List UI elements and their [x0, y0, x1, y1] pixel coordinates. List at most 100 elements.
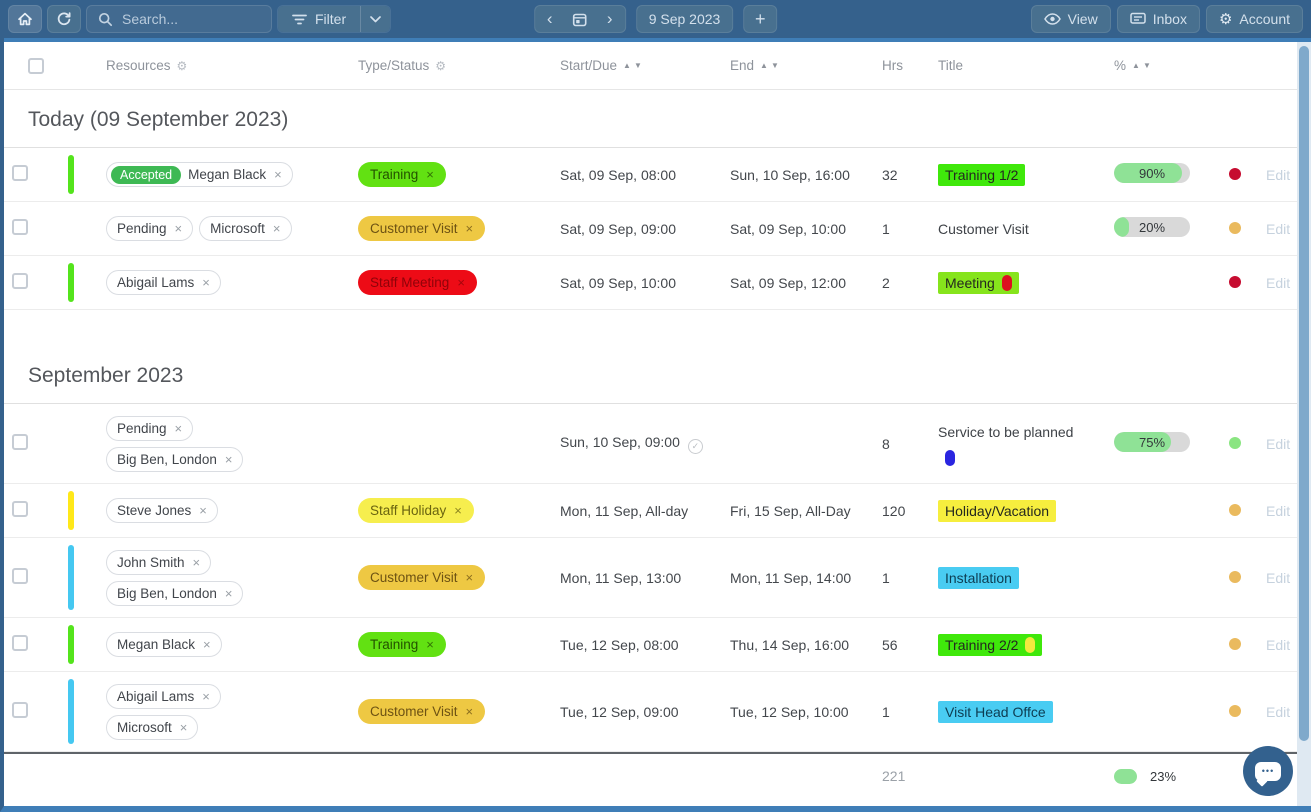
filter-button[interactable]: Filter [278, 6, 361, 32]
percent-sort-asc-icon[interactable]: ▲ [1132, 61, 1140, 70]
row-checkbox[interactable] [12, 165, 28, 181]
end-date: Thu, 14 Sep, 16:00 [730, 636, 850, 653]
edit-link[interactable]: Edit [1266, 636, 1291, 653]
status-color-bar [68, 679, 74, 744]
remove-icon[interactable]: × [202, 688, 210, 704]
account-button[interactable]: ⚙ Account [1205, 5, 1303, 33]
end-date: Sun, 10 Sep, 16:00 [730, 166, 850, 183]
calendar-icon [572, 12, 587, 27]
remove-icon[interactable]: × [272, 221, 281, 236]
remove-icon[interactable]: × [465, 570, 474, 585]
filter-icon [292, 13, 307, 26]
refresh-button[interactable] [47, 5, 81, 33]
column-header-title: Title [938, 58, 964, 73]
type-status-settings-icon[interactable]: ⚙ [435, 58, 447, 73]
hours-value: 1 [882, 703, 890, 720]
progress-label: 90% [1138, 165, 1166, 181]
remove-icon[interactable]: × [274, 167, 282, 182]
edit-link[interactable]: Edit [1266, 166, 1291, 183]
title-marker [945, 450, 955, 466]
remove-icon[interactable]: × [174, 221, 183, 236]
prev-day-button[interactable]: ‹ [546, 9, 553, 28]
remove-icon[interactable]: × [465, 221, 474, 236]
hours-value: 1 [882, 220, 890, 237]
footer-progress-label: 23% [1149, 768, 1177, 784]
progress-pill: 75% [1114, 432, 1190, 452]
end-sort-asc-icon[interactable]: ▲ [760, 61, 768, 70]
start-sort-desc-icon[interactable]: ▼ [633, 61, 642, 70]
type-status-pill: Staff Meeting × [358, 270, 477, 295]
inbox-button[interactable]: Inbox [1116, 5, 1200, 33]
hours-value: 2 [882, 274, 890, 291]
calendar-button[interactable] [565, 6, 595, 32]
resource-name: John Smith [117, 554, 185, 570]
remove-icon[interactable]: × [426, 167, 434, 182]
scrollbar-thumb[interactable] [1299, 46, 1309, 742]
edit-link[interactable]: Edit [1266, 220, 1291, 237]
table-row: Abigail Lams × Microsoft × Customer Visit × Tu… [4, 672, 1297, 752]
row-checkbox[interactable] [12, 273, 28, 289]
resource-pill: Microsoft × [106, 714, 199, 740]
remove-icon[interactable]: × [174, 420, 183, 436]
remove-icon[interactable]: × [202, 275, 210, 290]
table-row: Pending × Big Ben, London × Sun, 10 Sep, 09:… [4, 404, 1297, 484]
task-title: Visit Head Offce [938, 700, 1053, 723]
row-checkbox[interactable] [12, 702, 28, 718]
home-button[interactable] [8, 5, 42, 33]
status-dot [1229, 167, 1241, 180]
resource-name: Abigail Lams [117, 688, 195, 704]
start-date: Tue, 12 Sep, 09:00 [560, 703, 679, 720]
task-title-text: Meeting [945, 274, 995, 291]
row-checkbox[interactable] [12, 434, 28, 450]
current-date-button[interactable]: 9 Sep 2023 [635, 5, 734, 33]
task-title: Training 1/2 [938, 163, 1026, 186]
filter-dropdown-button[interactable] [360, 6, 391, 32]
type-status-pill: Staff Holiday × [358, 498, 474, 523]
row-checkbox[interactable] [12, 501, 28, 517]
status-color-bar [68, 263, 74, 302]
end-date: Sat, 09 Sep, 12:00 [730, 274, 846, 291]
percent-sort-desc-icon[interactable]: ▼ [1142, 61, 1151, 70]
remove-icon[interactable]: × [426, 637, 434, 652]
search-input[interactable] [122, 11, 260, 27]
start-sort-asc-icon[interactable]: ▲ [623, 61, 631, 70]
check-circle-icon: ✓ [687, 438, 703, 454]
type-status-label: Training [370, 167, 419, 182]
remove-icon[interactable]: × [465, 704, 474, 719]
task-title: Installation [938, 566, 1019, 589]
remove-icon[interactable]: × [454, 503, 462, 518]
inbox-label: Inbox [1152, 11, 1187, 27]
task-title: Customer Visit [938, 218, 1036, 240]
row-checkbox[interactable] [12, 635, 28, 651]
vertical-scrollbar[interactable] [1297, 42, 1311, 806]
resources-settings-icon[interactable]: ⚙ [176, 58, 188, 73]
remove-icon[interactable]: × [457, 275, 465, 290]
row-checkbox[interactable] [12, 568, 28, 584]
remove-icon[interactable]: × [192, 554, 201, 570]
edit-link[interactable]: Edit [1266, 502, 1291, 519]
title-marker [1025, 636, 1036, 653]
edit-link[interactable]: Edit [1266, 569, 1291, 586]
add-task-button[interactable]: + [743, 5, 778, 33]
search-box[interactable] [86, 5, 272, 33]
resource-pill: Steve Jones × [106, 498, 218, 523]
start-date: Sat, 09 Sep, 08:00 [560, 166, 676, 183]
remove-icon[interactable]: × [179, 719, 188, 735]
remove-icon[interactable]: × [199, 503, 207, 518]
remove-icon[interactable]: × [224, 451, 233, 467]
end-sort-desc-icon[interactable]: ▼ [770, 61, 779, 70]
edit-link[interactable]: Edit [1266, 274, 1291, 291]
progress-pill: 90% [1114, 163, 1190, 183]
next-day-button[interactable]: › [606, 9, 613, 28]
remove-icon[interactable]: × [203, 637, 211, 652]
row-checkbox[interactable] [12, 219, 28, 235]
chat-widget-button[interactable]: ••• [1243, 746, 1293, 796]
edit-link[interactable]: Edit [1266, 435, 1291, 452]
remove-icon[interactable]: × [224, 585, 233, 601]
status-dot [1229, 637, 1241, 650]
select-all-checkbox[interactable] [28, 57, 44, 74]
edit-link[interactable]: Edit [1266, 703, 1291, 720]
type-status-pill: Customer Visit × [358, 565, 486, 590]
filter-label: Filter [315, 11, 347, 27]
view-button[interactable]: View [1030, 5, 1111, 33]
